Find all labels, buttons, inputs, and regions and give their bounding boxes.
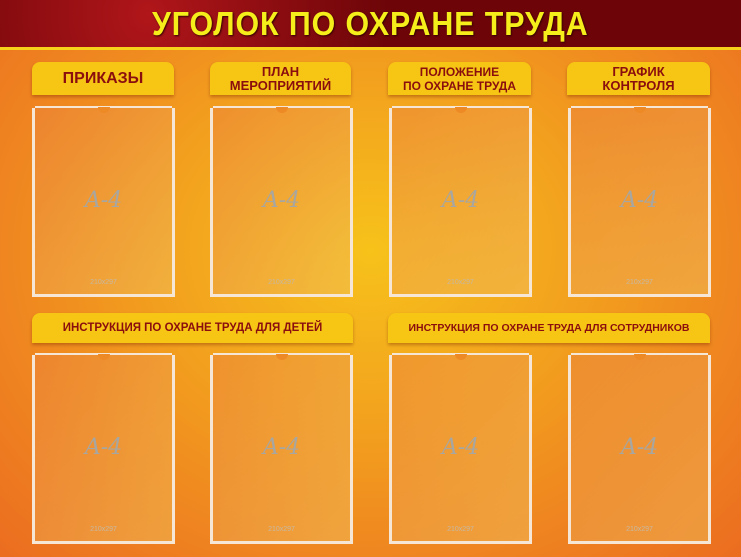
document-pocket: A-4 210x297 bbox=[210, 106, 353, 297]
document-pocket: A-4 210x297 bbox=[568, 353, 711, 544]
document-pocket: A-4 210x297 bbox=[32, 353, 175, 544]
tab-label: ИНСТРУКЦИЯ ПО ОХРАНЕ ТРУДА ДЛЯ ДЕТЕЙ bbox=[62, 322, 323, 334]
tab-label: ПОЛОЖЕНИЕ ПО ОХРАНЕ ТРУДА bbox=[402, 64, 517, 93]
tab-label: ПРИКАЗЫ bbox=[62, 69, 144, 87]
size-label: 210x297 bbox=[268, 526, 295, 533]
page-title: УГОЛОК ПО ОХРАНЕ ТРУДА bbox=[152, 4, 589, 42]
pocket-notch bbox=[275, 107, 288, 113]
size-label: 210x297 bbox=[90, 279, 117, 286]
document-pocket: A-4 210x297 bbox=[389, 353, 532, 544]
tab-label: ГРАФИК КОНТРОЛЯ bbox=[602, 63, 675, 93]
document-pocket: A-4 210x297 bbox=[210, 353, 353, 544]
tab-children-instructions: ИНСТРУКЦИЯ ПО ОХРАНЕ ТРУДА ДЛЯ ДЕТЕЙ bbox=[32, 313, 353, 343]
size-label: 210x297 bbox=[447, 526, 474, 533]
size-label: 210x297 bbox=[626, 526, 653, 533]
document-pocket: A-4 210x297 bbox=[389, 106, 532, 297]
format-label: A-4 bbox=[441, 188, 480, 213]
tab-schedule: ГРАФИК КОНТРОЛЯ bbox=[567, 62, 710, 95]
header-banner: УГОЛОК ПО ОХРАНЕ ТРУДА bbox=[0, 0, 741, 50]
format-label: A-4 bbox=[84, 435, 123, 460]
tab-orders: ПРИКАЗЫ bbox=[32, 62, 174, 95]
format-label: A-4 bbox=[262, 188, 301, 213]
tab-staff-instructions: ИНСТРУКЦИЯ ПО ОХРАНЕ ТРУДА ДЛЯ СОТРУДНИК… bbox=[388, 313, 710, 343]
size-label: 210x297 bbox=[447, 279, 474, 286]
format-label: A-4 bbox=[620, 435, 659, 460]
tab-label: ИНСТРУКЦИЯ ПО ОХРАНЕ ТРУДА ДЛЯ СОТРУДНИК… bbox=[408, 322, 690, 334]
pocket-notch bbox=[633, 354, 646, 360]
format-label: A-4 bbox=[84, 188, 123, 213]
size-label: 210x297 bbox=[90, 526, 117, 533]
document-pocket: A-4 210x297 bbox=[32, 106, 175, 297]
tab-regulation: ПОЛОЖЕНИЕ ПО ОХРАНЕ ТРУДА bbox=[388, 62, 531, 95]
size-label: 210x297 bbox=[626, 279, 653, 286]
pocket-notch bbox=[97, 354, 110, 360]
format-label: A-4 bbox=[620, 188, 659, 213]
pocket-notch bbox=[275, 354, 288, 360]
format-label: A-4 bbox=[441, 435, 480, 460]
document-pocket: A-4 210x297 bbox=[568, 106, 711, 297]
tab-plan: ПЛАН МЕРОПРИЯТИЙ bbox=[210, 62, 351, 95]
format-label: A-4 bbox=[262, 435, 301, 460]
size-label: 210x297 bbox=[268, 279, 295, 286]
pocket-notch bbox=[97, 107, 110, 113]
pocket-notch bbox=[454, 107, 467, 113]
tab-label: ПЛАН МЕРОПРИЯТИЙ bbox=[229, 63, 332, 93]
pocket-notch bbox=[454, 354, 467, 360]
pocket-notch bbox=[633, 107, 646, 113]
